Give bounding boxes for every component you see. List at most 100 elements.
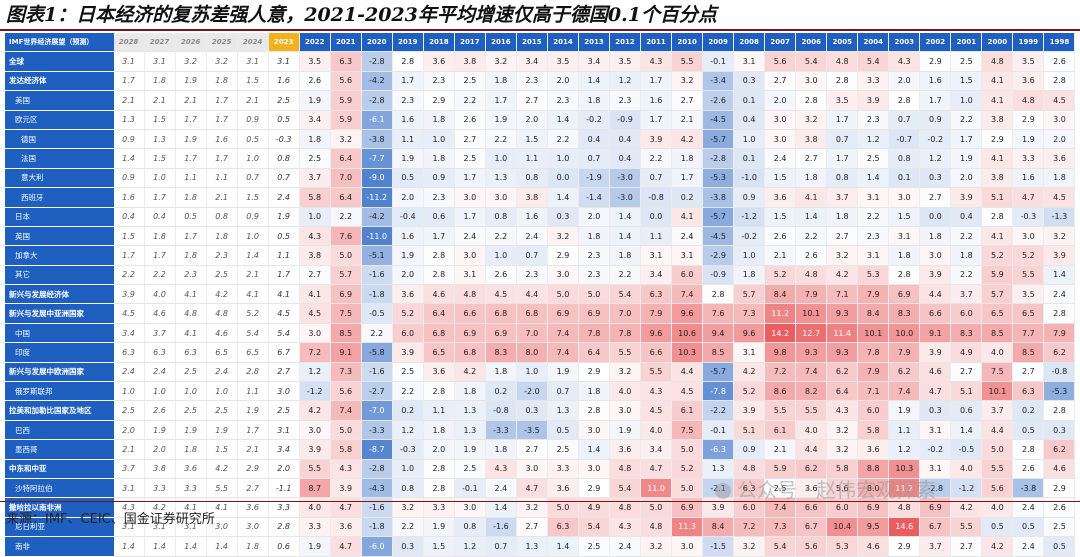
cell-2015: 2.3 [516,71,548,92]
cell-2028: 1.0 [113,381,145,402]
cell-2017: 1.3 [454,400,486,421]
cell-2015: 8.0 [516,342,548,363]
cell-2008: 0.3 [733,71,766,92]
header-year-2001: 2001 [950,33,983,53]
cell-2006: 8.2 [795,381,828,402]
table-row: 英国 1.5 1.8 1.7 1.8 1.0 0.5 4.3 7.6 -11.0 1.6 1.7 2.4… [5,226,1076,247]
chart-title: 图表1：日本经济的复苏差强人意，2021-2023年平均增速仅高于德国0.1个百… [6,4,717,26]
cell-2022: 1.9 [299,90,331,111]
cell-2002: -0.2 [919,439,952,460]
cell-1998: 0.3 [1043,420,1076,441]
cell-2017: 3.0 [454,497,486,518]
cell-2006: 7.4 [795,362,828,383]
cell-2028: 1.7 [113,71,145,92]
cell-1998: 3.0 [1043,110,1076,130]
header-year-2027: 2027 [144,33,176,53]
cell-2001: 3.7 [950,284,983,305]
cell-2014: 7.4 [547,323,579,344]
cell-2010: 10.3 [671,342,704,363]
cell-2001: 4.9 [950,342,983,363]
cell-2015: 2.4 [516,226,548,247]
row-label: 日本 [5,207,114,227]
table-row: 发达经济体 1.7 1.8 1.9 1.8 1.5 1.6 2.6 5.6 -4.2 1.7 2.3 2… [5,71,1076,92]
cell-2005: 4.8 [826,51,859,72]
cell-2010: 11.3 [671,517,704,538]
cell-2012: 4.8 [609,459,642,479]
cell-2013: 3.4 [578,51,611,72]
cell-2016: 8.3 [485,342,517,363]
cell-2024: 1.5 [237,187,269,208]
cell-2008: 0.9 [733,187,766,208]
cell-2019: 3.2 [392,497,424,518]
cell-2021: 6.4 [330,187,362,208]
cell-2022: -1.2 [299,381,331,402]
cell-1998: 1.4 [1043,265,1076,286]
cell-2023: -1.1 [268,478,300,499]
cell-2007: 8.6 [764,381,797,402]
cell-2004: 5.3 [857,265,890,286]
cell-2004: 3.1 [857,245,890,266]
cell-2025: 1.0 [206,381,238,402]
cell-2009: 8.5 [702,342,735,363]
cell-2024: 2.1 [237,439,269,460]
cell-2015: 2.0 [516,110,548,130]
cell-2005: 0.7 [826,129,859,150]
cell-2006: 3.0 [795,71,828,92]
cell-2000: 5.2 [981,245,1014,266]
cell-2002: 3.0 [919,245,952,266]
cell-2000: 3.8 [981,168,1014,189]
cell-2014: 3.6 [547,478,579,499]
cell-2021: 3.6 [330,517,362,538]
cell-2022: 1.8 [299,129,331,150]
cell-2000: 4.0 [981,342,1014,363]
row-label: 新兴与发展中欧洲国家 [5,362,114,383]
cell-2009: 7.6 [702,303,735,324]
cell-2013: 0.4 [578,129,611,150]
cell-2018: 1.9 [423,517,455,538]
cell-2019: 5.2 [392,303,424,324]
header-year-2024: 2024 [237,33,269,53]
cell-2015: 4.7 [516,478,548,499]
cell-2009: 1.3 [702,459,735,479]
cell-2026: 2.1 [175,90,207,111]
cell-2015: 1.0 [516,362,548,383]
cell-2028: 1.5 [113,226,145,247]
cell-2013: 7.8 [578,323,611,344]
cell-2028: 1.7 [113,245,145,266]
cell-2004: 6.0 [857,400,890,421]
cell-2005: 6.2 [826,362,859,383]
cell-2019: 1.2 [392,420,424,441]
cell-2021: 4.3 [330,459,362,479]
cell-2018: 4.6 [423,284,455,305]
cell-2005: 3.2 [826,439,859,460]
cell-2010: 4.4 [671,362,704,383]
header-year-2010: 2010 [671,33,704,53]
cell-2016: 0.7 [485,536,517,557]
cell-2024: 1.4 [237,245,269,266]
cell-2023: 2.5 [268,400,300,421]
cell-2007: 3.0 [764,129,797,150]
cell-2026: 2.3 [175,265,207,286]
header-year-2015: 2015 [516,33,548,53]
cell-2019: 3.6 [392,284,424,305]
cell-2017: 2.4 [454,226,486,247]
cell-1998: 6.2 [1043,439,1076,460]
cell-2019: -0.3 [392,439,424,460]
cell-2017: 3.8 [454,51,486,72]
cell-2017: 2.5 [454,71,486,92]
cell-2028: 0.4 [113,207,145,227]
cell-2010: 5.5 [671,51,704,72]
cell-2008: 1.8 [733,265,766,286]
cell-2026: 2.5 [175,400,207,421]
cell-2020: -1.6 [361,497,393,518]
row-label: 墨西哥 [5,439,114,460]
cell-1998: 6.2 [1043,342,1076,363]
row-label: 其它 [5,265,114,286]
header-year-2028: 2028 [113,33,145,53]
cell-2010: 3.0 [671,536,704,557]
cell-2009: -0.1 [702,420,735,441]
cell-2008: -1.2 [733,207,766,227]
cell-2003: 0.1 [888,168,921,189]
cell-2024: 0.7 [237,168,269,189]
header-year-2009: 2009 [702,33,735,53]
